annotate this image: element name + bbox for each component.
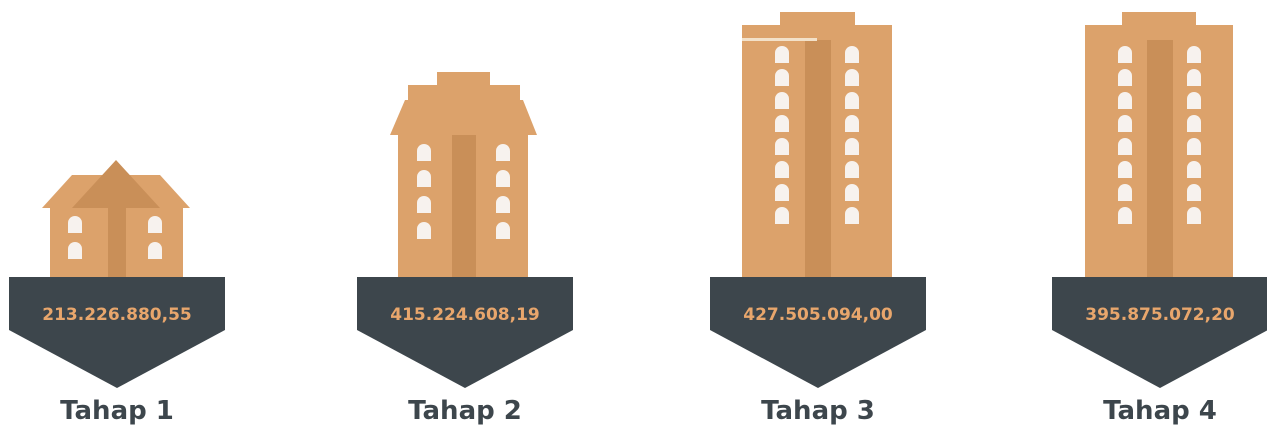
window <box>1187 207 1201 224</box>
window <box>775 115 789 132</box>
amount-tag <box>9 277 225 388</box>
window <box>845 138 859 155</box>
window <box>1118 138 1132 155</box>
window <box>417 196 431 213</box>
amount: 415.224.608,19 <box>390 305 540 325</box>
stage-label: Tahap 4 <box>1103 396 1217 426</box>
window <box>845 69 859 86</box>
window <box>1187 46 1201 63</box>
window <box>1118 184 1132 201</box>
window <box>775 161 789 178</box>
windows <box>68 46 1201 259</box>
window <box>845 46 859 63</box>
window <box>1187 184 1201 201</box>
buildings <box>42 12 1233 277</box>
window <box>496 196 510 213</box>
amount: 395.875.072,20 <box>1085 305 1235 325</box>
window <box>775 207 789 224</box>
tower-tall-b <box>1085 12 1233 277</box>
window <box>417 170 431 187</box>
amount: 427.505.094,00 <box>743 305 893 325</box>
window <box>845 161 859 178</box>
window <box>1118 46 1132 63</box>
tower-small <box>390 72 537 277</box>
window <box>1187 161 1201 178</box>
window <box>1118 69 1132 86</box>
window <box>1187 92 1201 109</box>
window <box>1118 92 1132 109</box>
window <box>775 69 789 86</box>
tower-tall-a <box>742 12 892 277</box>
window <box>496 170 510 187</box>
window <box>775 184 789 201</box>
window <box>496 144 510 161</box>
window <box>148 242 162 259</box>
stage-label: Tahap 3 <box>761 396 875 426</box>
infographic: 213.226.880,55 Tahap 1 415.224.608,19 Tahap… <box>0 0 1267 430</box>
window <box>68 242 82 259</box>
stage-label: Tahap 1 <box>60 396 174 426</box>
window <box>775 92 789 109</box>
window <box>417 222 431 239</box>
window <box>68 216 82 233</box>
window <box>417 144 431 161</box>
window <box>1187 69 1201 86</box>
window <box>148 216 162 233</box>
window <box>496 222 510 239</box>
window <box>845 92 859 109</box>
amount-tag <box>357 277 573 388</box>
window <box>845 207 859 224</box>
window <box>775 46 789 63</box>
window <box>775 138 789 155</box>
amount: 213.226.880,55 <box>42 305 192 325</box>
window <box>1118 115 1132 132</box>
amount-tags: 213.226.880,55 Tahap 1 415.224.608,19 Tahap… <box>9 277 1267 426</box>
window <box>845 115 859 132</box>
window <box>1118 161 1132 178</box>
amount-tag <box>1052 277 1267 388</box>
stage-label: Tahap 2 <box>408 396 522 426</box>
amount-tag <box>710 277 926 388</box>
window <box>1187 115 1201 132</box>
window <box>1118 207 1132 224</box>
house <box>42 160 190 277</box>
window <box>1187 138 1201 155</box>
window <box>845 184 859 201</box>
